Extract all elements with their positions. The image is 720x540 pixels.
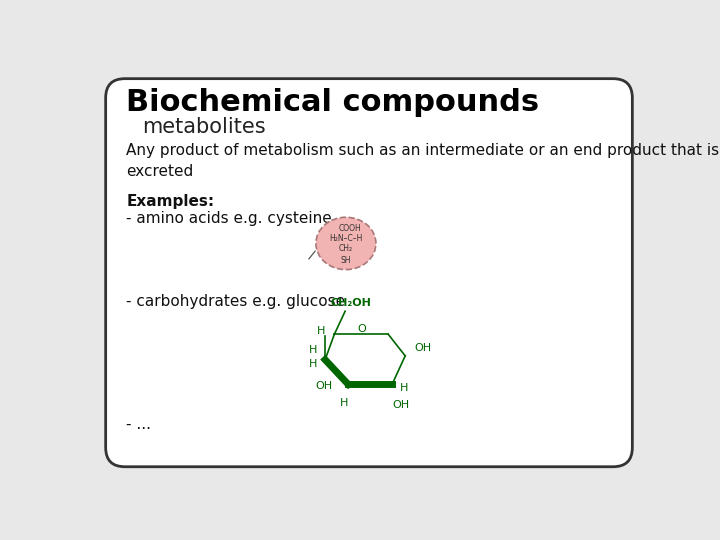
Text: metabolites: metabolites (142, 117, 266, 137)
FancyBboxPatch shape (106, 79, 632, 467)
Text: Examples:: Examples: (127, 194, 215, 209)
Text: - carbohydrates e.g. glucose: - carbohydrates e.g. glucose (127, 294, 346, 309)
Ellipse shape (316, 217, 376, 269)
Text: H: H (400, 383, 408, 393)
Text: O: O (357, 324, 366, 334)
Text: H: H (309, 359, 318, 369)
Text: Any product of metabolism such as an intermediate or an end product that is
excr: Any product of metabolism such as an int… (127, 143, 719, 179)
Text: - amino acids e.g. cysteine: - amino acids e.g. cysteine (127, 211, 332, 226)
Text: H: H (340, 398, 348, 408)
Text: H: H (317, 326, 325, 336)
Text: OH: OH (415, 343, 431, 353)
Text: OH: OH (315, 381, 333, 391)
Text: COOH: COOH (338, 224, 361, 233)
Text: - ...: - ... (127, 417, 151, 433)
Text: CH₂: CH₂ (339, 244, 353, 253)
Text: H₂N–C–H: H₂N–C–H (329, 233, 363, 242)
Text: H: H (309, 345, 318, 355)
Text: Biochemical compounds: Biochemical compounds (127, 88, 539, 117)
Text: OH: OH (393, 400, 410, 410)
Text: CH₂OH: CH₂OH (331, 298, 372, 308)
Text: SH: SH (341, 256, 351, 265)
